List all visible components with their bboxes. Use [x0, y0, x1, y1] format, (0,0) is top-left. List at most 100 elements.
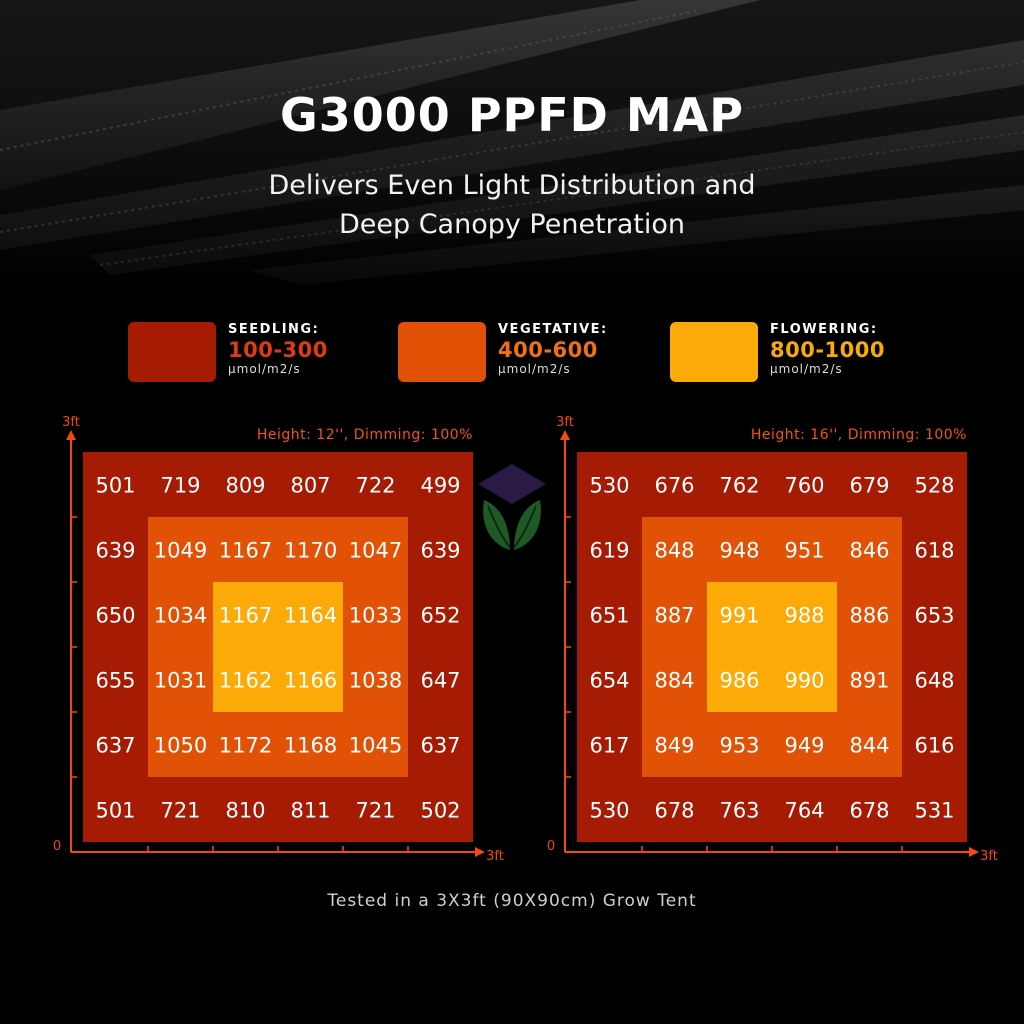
test-conditions-note: Tested in a 3X3ft (90X90cm) Grow Tent — [327, 891, 697, 911]
ppfd-value: 616 — [914, 734, 954, 758]
ppfd-value: 807 — [290, 474, 330, 498]
ppfd-value: 846 — [849, 539, 889, 563]
legend-stage-label: FLOWERING: — [770, 322, 878, 337]
legend-unit: µmol/m2/s — [498, 362, 571, 376]
ppfd-value: 1049 — [154, 539, 207, 563]
ppfd-value: 655 — [95, 669, 135, 693]
ppfd-value: 1172 — [219, 734, 272, 758]
y-axis-arrow — [560, 430, 570, 440]
ppfd-value: 1170 — [284, 539, 337, 563]
ppfd-value: 886 — [849, 604, 889, 628]
ppfd-value: 654 — [589, 669, 629, 693]
ppfd-value: 676 — [654, 474, 694, 498]
ppfd-value: 648 — [914, 669, 954, 693]
ppfd-value: 499 — [420, 474, 460, 498]
ppfd-value: 678 — [654, 799, 694, 823]
ppfd-value: 1050 — [154, 734, 207, 758]
subtitle-line-1: Delivers Even Light Distribution and — [268, 170, 756, 201]
ppfd-value: 719 — [160, 474, 200, 498]
ppfd-value: 722 — [355, 474, 395, 498]
ppfd-value: 528 — [914, 474, 954, 498]
ppfd-value: 949 — [784, 734, 824, 758]
ppfd-value: 637 — [95, 734, 135, 758]
ppfd-value: 619 — [589, 539, 629, 563]
ppfd-value: 988 — [784, 604, 824, 628]
ppfd-value: 1167 — [219, 539, 272, 563]
ppfd-value: 811 — [290, 799, 330, 823]
ppfd-value: 618 — [914, 539, 954, 563]
y-axis-max-label: 3ft — [556, 415, 574, 430]
ppfd-value: 884 — [654, 669, 694, 693]
ppfd-value: 764 — [784, 799, 824, 823]
ppfd-value: 1166 — [284, 669, 337, 693]
ppfd-value: 530 — [589, 474, 629, 498]
ppfd-value: 1167 — [219, 604, 272, 628]
ppfd-value: 760 — [784, 474, 824, 498]
ppfd-value: 990 — [784, 669, 824, 693]
y-axis-arrow — [66, 430, 76, 440]
ppfd-value: 763 — [719, 799, 759, 823]
ppfd-value: 1033 — [349, 604, 402, 628]
axis-origin-label: 0 — [53, 839, 61, 854]
ppfd-value: 1034 — [154, 604, 207, 628]
chart-title: Height: 12'', Dimming: 100% — [257, 427, 473, 443]
axis-origin-label: 0 — [547, 839, 555, 854]
ppfd-value: 617 — [589, 734, 629, 758]
x-axis-arrow — [475, 847, 485, 857]
zone-inner — [213, 582, 343, 712]
ppfd-value: 653 — [914, 604, 954, 628]
ppfd-value: 1031 — [154, 669, 207, 693]
legend-unit: µmol/m2/s — [770, 362, 843, 376]
ppfd-value: 651 — [589, 604, 629, 628]
ppfd-value: 501 — [95, 474, 135, 498]
ppfd-value: 1047 — [349, 539, 402, 563]
ppfd-value: 639 — [95, 539, 135, 563]
ppfd-value: 721 — [160, 799, 200, 823]
ppfd-value: 1164 — [284, 604, 337, 628]
ppfd-value: 809 — [225, 474, 265, 498]
ppfd-value: 1162 — [219, 669, 272, 693]
legend-range: 800-1000 — [770, 338, 885, 362]
legend-range: 100-300 — [228, 338, 328, 362]
legend-unit: µmol/m2/s — [228, 362, 301, 376]
ppfd-value: 637 — [420, 734, 460, 758]
legend-swatch-flowering — [670, 322, 758, 382]
ppfd-value: 849 — [654, 734, 694, 758]
ppfd-value: 844 — [849, 734, 889, 758]
grow-light-banner — [0, 0, 1024, 290]
ppfd-value: 721 — [355, 799, 395, 823]
ppfd-value: 1045 — [349, 734, 402, 758]
chart-title: Height: 16'', Dimming: 100% — [751, 427, 967, 443]
ppfd-value: 891 — [849, 669, 889, 693]
legend-swatch-seedling — [128, 322, 216, 382]
ppfd-value: 991 — [719, 604, 759, 628]
x-axis-max-label: 3ft — [980, 849, 998, 864]
ppfd-value: 887 — [654, 604, 694, 628]
ppfd-value: 1168 — [284, 734, 337, 758]
legend-swatch-vegetative — [398, 322, 486, 382]
ppfd-value: 953 — [719, 734, 759, 758]
zone-inner — [707, 582, 837, 712]
ppfd-value: 652 — [420, 604, 460, 628]
y-axis-max-label: 3ft — [62, 415, 80, 430]
ppfd-value: 501 — [95, 799, 135, 823]
ppfd-value: 647 — [420, 669, 460, 693]
ppfd-value: 639 — [420, 539, 460, 563]
ppfd-value: 678 — [849, 799, 889, 823]
ppfd-value: 848 — [654, 539, 694, 563]
ppfd-value: 530 — [589, 799, 629, 823]
ppfd-value: 679 — [849, 474, 889, 498]
ppfd-value: 502 — [420, 799, 460, 823]
ppfd-maps: 501 719 809 807 722 499 639 1049 1167 1170 1047 639… — [53, 415, 998, 864]
x-axis-max-label: 3ft — [486, 849, 504, 864]
legend-range: 400-600 — [498, 338, 598, 362]
ppfd-value: 986 — [719, 669, 759, 693]
subtitle-line-2: Deep Canopy Penetration — [338, 209, 686, 240]
brand-leaf-logo — [478, 464, 546, 550]
x-axis-arrow — [969, 847, 979, 857]
legend-stage-label: SEEDLING: — [228, 322, 320, 337]
page-title: G3000 PPFD MAP — [280, 88, 744, 142]
ppfd-value: 810 — [225, 799, 265, 823]
ppfd-value: 762 — [719, 474, 759, 498]
ppfd-value: 948 — [719, 539, 759, 563]
